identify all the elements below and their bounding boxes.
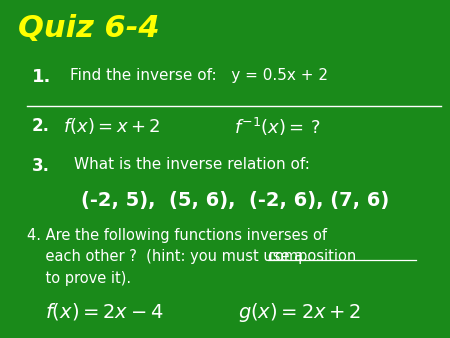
Text: $g(x) = 2x + 2$: $g(x) = 2x + 2$ — [238, 301, 362, 324]
Text: $f^{-1}(x) = \,?$: $f^{-1}(x) = \,?$ — [234, 116, 321, 138]
Text: $f(x) = x + 2$: $f(x) = x + 2$ — [63, 116, 161, 136]
Text: 4. Are the following functions inverses of: 4. Are the following functions inverses … — [27, 228, 327, 243]
Text: Find the inverse of:   y = 0.5x + 2: Find the inverse of: y = 0.5x + 2 — [70, 68, 328, 82]
Text: $f(x) = 2x - 4$: $f(x) = 2x - 4$ — [45, 301, 164, 322]
Text: (-2, 5),  (5, 6),  (-2, 6), (7, 6): (-2, 5), (5, 6), (-2, 6), (7, 6) — [81, 191, 389, 210]
Text: each other ?  (hint: you must use a: each other ? (hint: you must use a — [27, 249, 308, 264]
Text: composition: composition — [268, 249, 357, 264]
Text: What is the inverse relation of:: What is the inverse relation of: — [74, 157, 310, 172]
Text: 3.: 3. — [32, 157, 50, 175]
Text: to prove it).: to prove it). — [27, 271, 131, 286]
Text: Quiz 6-4: Quiz 6-4 — [18, 14, 160, 43]
Text: 1.: 1. — [32, 68, 51, 86]
Text: 2.: 2. — [32, 117, 50, 135]
